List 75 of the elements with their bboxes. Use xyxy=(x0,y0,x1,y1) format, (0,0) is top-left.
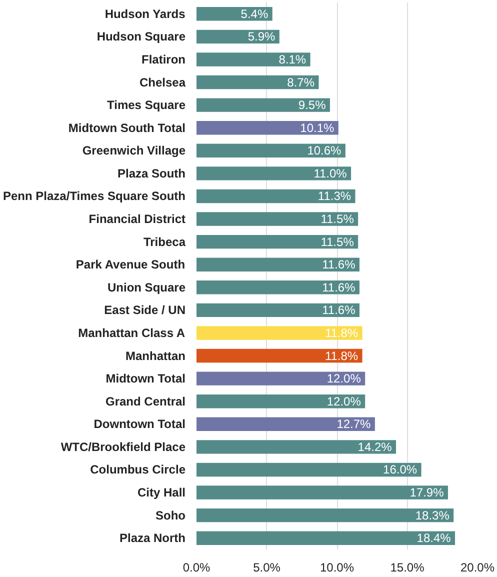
data-label: 11.5% xyxy=(320,234,354,249)
bar xyxy=(196,234,358,249)
y-tick-label: City Hall xyxy=(137,486,186,500)
data-label: 14.2% xyxy=(358,440,392,454)
bar xyxy=(196,372,366,386)
y-tick-label: Park Avenue South xyxy=(76,258,186,272)
bar xyxy=(196,258,360,272)
x-tick-label: 0.0% xyxy=(182,560,211,574)
data-label: 5.9% xyxy=(248,30,276,44)
bar xyxy=(196,52,310,66)
data-label: 11.5% xyxy=(320,212,354,226)
x-tick-label: 5.0% xyxy=(253,560,281,574)
y-tick-label: Hudson Yards xyxy=(104,6,186,21)
y-tick-label: Tribeca xyxy=(143,234,186,249)
data-label: 8.7% xyxy=(287,75,315,90)
y-tick-label: Plaza North xyxy=(119,531,186,546)
data-label: 10.6% xyxy=(307,144,342,158)
y-tick-label: Downtown Total xyxy=(94,417,186,432)
data-label: 10.1% xyxy=(300,120,335,135)
y-tick-label: Manhattan xyxy=(126,348,186,363)
bar xyxy=(196,394,366,408)
data-label: 18.3% xyxy=(415,508,450,522)
bar xyxy=(196,303,360,318)
bar xyxy=(196,280,360,294)
data-label: 18.4% xyxy=(416,531,452,546)
bar xyxy=(196,144,346,158)
y-tick-label: East Side / UN xyxy=(104,303,186,318)
bar xyxy=(196,417,375,431)
y-tick-label: Grand Central xyxy=(105,394,186,408)
data-label: 16.0% xyxy=(383,462,418,477)
bar xyxy=(196,348,362,363)
bar xyxy=(196,326,362,340)
data-label: 8.1% xyxy=(278,52,306,66)
data-label: 12.7% xyxy=(336,417,372,432)
bar xyxy=(196,121,338,135)
data-label: 17.9% xyxy=(410,486,444,500)
y-tick-label: Union Square xyxy=(107,280,186,294)
y-tick-label: Plaza South xyxy=(117,166,186,180)
data-label: 11.6% xyxy=(322,303,356,318)
y-tick-label: Hudson Square xyxy=(96,30,186,44)
y-tick-label: Manhattan Class A xyxy=(78,326,186,340)
bar xyxy=(196,440,396,454)
bar xyxy=(196,189,356,204)
x-tick-label: 15.0% xyxy=(390,560,425,574)
x-tick-label: 10.0% xyxy=(320,560,354,574)
bar xyxy=(196,486,448,500)
data-label: 5.4% xyxy=(240,6,268,21)
y-tick-label: Greenwich Village xyxy=(82,144,186,158)
y-tick-label: Financial District xyxy=(88,212,186,226)
bar xyxy=(196,212,358,226)
x-tick-label: 20.0% xyxy=(460,560,495,574)
y-tick-label: Chelsea xyxy=(139,75,186,90)
data-label: 11.3% xyxy=(318,189,352,204)
y-tick-label: Penn Plaza/Times Square South xyxy=(3,189,186,204)
bar xyxy=(196,166,352,180)
data-label: 11.6% xyxy=(322,258,356,272)
data-label: 11.0% xyxy=(314,166,348,180)
y-tick-label: Times Square xyxy=(107,98,186,112)
y-tick-label: Midtown Total xyxy=(106,372,186,386)
data-label: 12.0% xyxy=(326,372,362,386)
data-label: 11.8% xyxy=(324,326,358,340)
y-tick-label: Flatiron xyxy=(142,52,186,66)
y-tick-label: Columbus Circle xyxy=(90,462,186,477)
bar xyxy=(196,98,330,112)
bar xyxy=(196,75,319,90)
data-label: 12.0% xyxy=(326,394,362,408)
data-label: 9.5% xyxy=(298,98,326,112)
y-tick-label: WTC/Brookfield Place xyxy=(60,440,186,454)
y-tick-label: Midtown South Total xyxy=(68,120,186,135)
bar xyxy=(196,462,422,477)
bar xyxy=(196,508,454,522)
y-tick-label: Soho xyxy=(156,508,186,522)
data-label: 11.8% xyxy=(324,348,358,363)
data-label: 11.6% xyxy=(322,280,356,294)
bar xyxy=(196,531,456,545)
